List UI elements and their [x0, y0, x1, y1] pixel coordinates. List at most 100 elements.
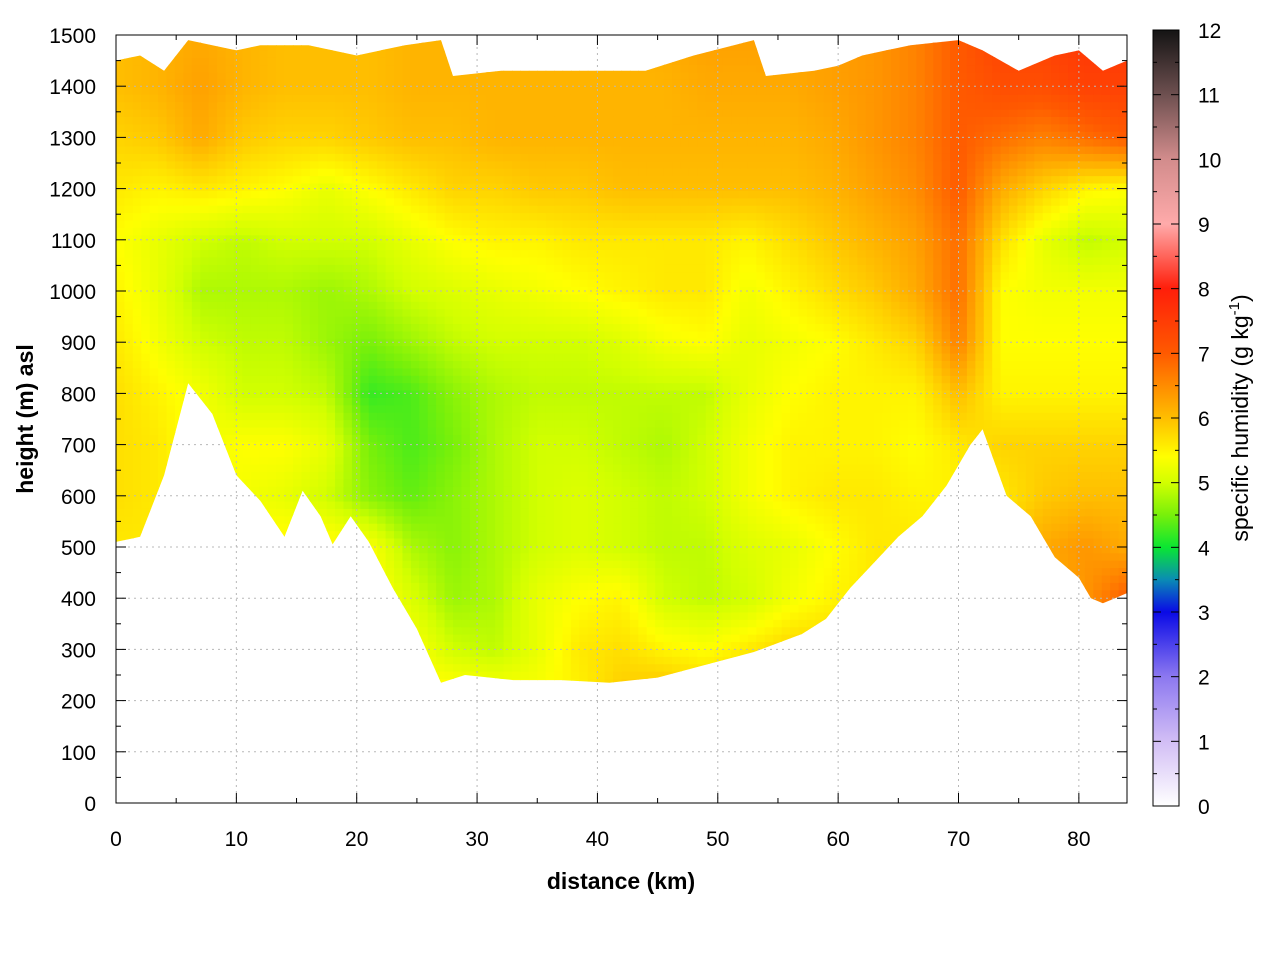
field-cell [764, 397, 774, 406]
field-cell [1025, 426, 1035, 435]
field-cell [781, 426, 791, 435]
field-cell [756, 404, 766, 413]
field-cell [587, 412, 597, 421]
field-cell [781, 478, 791, 487]
field-cell [453, 648, 463, 657]
field-cell [604, 500, 614, 509]
field-cell [419, 419, 429, 428]
field-cell [629, 523, 639, 532]
field-cell [1025, 486, 1035, 495]
field-cell [739, 493, 749, 502]
field-cell [916, 404, 926, 413]
field-cell [891, 508, 901, 517]
field-cell [857, 456, 867, 465]
field-cell [436, 419, 446, 428]
field-cell [1068, 508, 1078, 517]
field-cell [570, 530, 580, 539]
field-cell [570, 634, 580, 643]
field-cell [419, 552, 429, 561]
field-cell [722, 508, 732, 517]
field-cell [663, 634, 673, 643]
field-cell [1034, 515, 1044, 524]
field-cell [1118, 471, 1127, 480]
field-cell [663, 574, 673, 583]
field-cell [747, 486, 757, 495]
field-cell [461, 419, 471, 428]
field-cell [326, 486, 336, 495]
field-cell [747, 456, 757, 465]
field-cell [688, 626, 698, 635]
field-cell [705, 412, 715, 421]
field-cell [604, 478, 614, 487]
field-cell [697, 552, 707, 561]
field-cell [604, 560, 614, 569]
field-cell [924, 412, 934, 421]
field-cell [604, 515, 614, 524]
field-cell [1034, 486, 1044, 495]
field-cell [705, 611, 715, 620]
field-cell [318, 486, 328, 495]
field-cell [427, 404, 437, 413]
field-cell [124, 471, 134, 480]
field-cell [596, 604, 606, 613]
field-cell [1068, 537, 1078, 546]
field-cell [360, 471, 370, 480]
field-cell [537, 656, 547, 665]
field-cell [351, 456, 361, 465]
field-cell [301, 441, 311, 450]
field-cell [436, 619, 446, 628]
field-cell [436, 648, 446, 657]
field-cell [1025, 456, 1035, 465]
field-cell [655, 456, 665, 465]
plot-area [115, 34, 1128, 804]
field-cell [511, 478, 522, 487]
field-cell [697, 545, 707, 554]
field-cell [739, 463, 749, 472]
field-cell [714, 434, 724, 443]
field-cell [436, 493, 446, 502]
field-cell [402, 426, 412, 435]
field-cell [570, 412, 580, 421]
field-cell [116, 493, 126, 502]
field-cell [806, 582, 816, 591]
field-cell [570, 397, 580, 406]
field-cell [815, 530, 825, 539]
field-cell [537, 671, 547, 680]
field-cell [1042, 463, 1052, 472]
field-cell [301, 456, 311, 465]
field-cell [1110, 486, 1120, 495]
field-cell [562, 545, 572, 554]
field-cell [570, 678, 580, 683]
field-cell [554, 530, 564, 539]
field-cell [638, 389, 648, 398]
field-cell [596, 589, 606, 598]
field-cell [394, 456, 404, 465]
field-cell [613, 582, 623, 591]
field-cell [520, 671, 530, 680]
field-cell [672, 434, 682, 443]
field-cell [629, 589, 639, 598]
field-cell [478, 671, 488, 680]
field-cell [453, 619, 463, 628]
field-cell [613, 530, 623, 539]
field-cell [444, 597, 454, 606]
field-cell [790, 567, 800, 576]
field-cell [604, 656, 614, 665]
field-cell [604, 449, 614, 458]
field-cell [1025, 493, 1035, 502]
field-cell [174, 412, 184, 421]
field-cell [570, 471, 580, 480]
field-cell [924, 463, 934, 472]
field-cell [781, 493, 791, 502]
field-cell [714, 656, 724, 665]
field-cell [427, 463, 437, 472]
field-cell [604, 508, 614, 517]
field-cell [250, 397, 260, 406]
field-cell [916, 419, 926, 428]
field-cell [688, 493, 698, 502]
field-cell [351, 471, 361, 480]
field-cell [790, 537, 800, 546]
field-cell [747, 508, 757, 517]
field-cell [520, 508, 530, 517]
field-cell [419, 412, 429, 421]
